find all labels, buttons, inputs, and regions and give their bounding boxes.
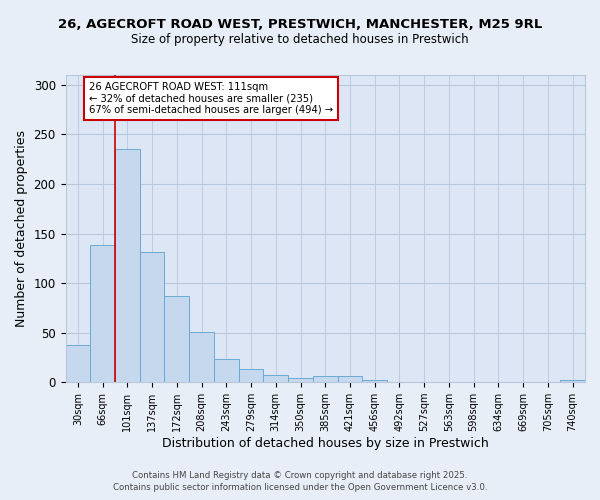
Text: 26, AGECROFT ROAD WEST, PRESTWICH, MANCHESTER, M25 9RL: 26, AGECROFT ROAD WEST, PRESTWICH, MANCH… — [58, 18, 542, 30]
Bar — [239, 370, 263, 382]
Text: Contains public sector information licensed under the Open Government Licence v3: Contains public sector information licen… — [113, 484, 487, 492]
Bar — [362, 380, 387, 382]
Text: Contains HM Land Registry data © Crown copyright and database right 2025.: Contains HM Land Registry data © Crown c… — [132, 471, 468, 480]
X-axis label: Distribution of detached houses by size in Prestwich: Distribution of detached houses by size … — [162, 437, 488, 450]
Bar — [189, 332, 214, 382]
Y-axis label: Number of detached properties: Number of detached properties — [15, 130, 28, 327]
Bar — [313, 376, 338, 382]
Bar — [560, 380, 585, 382]
Text: 26 AGECROFT ROAD WEST: 111sqm
← 32% of detached houses are smaller (235)
67% of : 26 AGECROFT ROAD WEST: 111sqm ← 32% of d… — [89, 82, 333, 115]
Text: Size of property relative to detached houses in Prestwich: Size of property relative to detached ho… — [131, 32, 469, 46]
Bar — [164, 296, 189, 382]
Bar — [140, 252, 164, 382]
Bar — [90, 246, 115, 382]
Bar — [288, 378, 313, 382]
Bar — [115, 150, 140, 382]
Bar — [263, 376, 288, 382]
Bar — [338, 376, 362, 382]
Bar — [214, 360, 239, 382]
Bar — [65, 344, 90, 382]
